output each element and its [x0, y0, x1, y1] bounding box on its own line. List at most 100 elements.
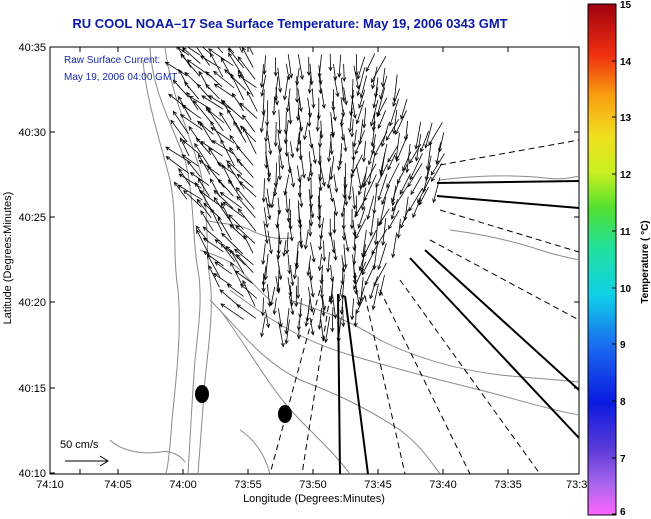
current-vector: [391, 232, 398, 259]
current-vector: [224, 69, 247, 91]
current-vector: [181, 154, 199, 167]
current-vector: [220, 303, 244, 320]
current-vector: [236, 158, 254, 179]
current-vector: [317, 308, 322, 330]
current-vector: [354, 129, 365, 155]
colorbar-label: Temperature ( °C): [640, 220, 651, 303]
current-vector: [176, 47, 192, 69]
y-axis-label: Latitude (Degrees:Minutes): [2, 192, 14, 325]
current-vector: [337, 54, 342, 78]
current-vector: [272, 297, 277, 316]
current-vector: [259, 109, 266, 133]
current-vector: [283, 119, 289, 145]
current-vector: [337, 284, 343, 304]
current-vector: [261, 178, 266, 203]
current-vector: [196, 229, 210, 256]
current-vector: [195, 137, 212, 156]
current-vector: [274, 87, 279, 106]
current-vector: [356, 67, 366, 97]
current-vector: [239, 47, 243, 53]
current-vector: [376, 97, 388, 118]
current-vector: [265, 196, 272, 221]
current-vector: [282, 76, 289, 101]
current-vector: [307, 75, 312, 94]
current-vector: [225, 245, 246, 266]
current-vector: [278, 321, 285, 348]
current-vector: [227, 47, 245, 69]
x-tick-label: 73:35: [494, 479, 522, 491]
x-tick-label: 74:05: [104, 479, 132, 491]
current-vector: [349, 208, 355, 230]
current-vector: [332, 211, 337, 235]
current-vector: [311, 88, 316, 109]
current-vector: [208, 95, 233, 111]
current-vector: [176, 47, 190, 56]
current-vector: [231, 92, 244, 112]
current-vector: [308, 219, 313, 237]
current-vector: [400, 98, 408, 120]
current-vector: [186, 160, 201, 178]
current-vector: [236, 304, 257, 319]
current-vector: [367, 145, 376, 166]
current-vector: [236, 173, 254, 189]
current-vector: [289, 264, 295, 287]
current-vector: [377, 173, 388, 201]
current-vector: [194, 142, 210, 167]
current-vector: [317, 253, 323, 272]
x-tick-label: 73:45: [364, 479, 392, 491]
current-vector: [230, 73, 245, 101]
current-vector: [221, 232, 243, 255]
current-vectors: [164, 47, 445, 348]
current-vector: [347, 174, 353, 201]
current-vector: [333, 174, 339, 193]
x-tick-label: 73:50: [299, 479, 327, 491]
current-vector: [320, 88, 326, 109]
current-vector: [277, 109, 282, 135]
current-vector: [288, 217, 294, 242]
x-tick-label: 74:00: [169, 479, 197, 491]
current-vector: [298, 140, 303, 161]
colorbar: [587, 3, 617, 516]
current-vector: [358, 250, 367, 272]
colorbar-tick-label: 6: [620, 507, 626, 518]
current-vector: [235, 225, 256, 244]
current-vector: [201, 95, 224, 110]
current-vector: [365, 53, 376, 73]
current-vector: [329, 283, 334, 305]
current-vector: [227, 179, 243, 201]
current-vector: [295, 132, 300, 153]
current-vector: [213, 189, 234, 209]
y-tick-label: 40:30: [18, 127, 46, 139]
current-vector: [319, 163, 326, 187]
current-vector: [186, 91, 199, 111]
current-vector: [307, 163, 312, 182]
current-vector: [228, 214, 244, 230]
current-vector: [366, 195, 375, 221]
current-vector: [349, 90, 354, 117]
current-vector: [195, 225, 210, 243]
current-vector: [222, 201, 245, 218]
current-vector: [333, 239, 338, 261]
current-vector: [388, 210, 400, 230]
current-vector: [370, 121, 376, 148]
current-vector: [289, 166, 296, 188]
current-vector: [286, 198, 291, 223]
current-vector: [181, 104, 202, 119]
current-vector: [353, 65, 360, 90]
current-vector: [326, 252, 331, 273]
current-vector: [369, 210, 375, 237]
current-vector: [352, 129, 357, 148]
current-vector: [220, 201, 236, 230]
current-vector: [309, 275, 315, 298]
current-vector: [333, 77, 340, 98]
current-vector: [243, 127, 257, 155]
current-vector: [225, 160, 243, 175]
current-vector: [294, 250, 300, 270]
current-vector: [198, 153, 211, 175]
current-vector: [285, 232, 290, 255]
current-vector: [311, 144, 317, 165]
x-tick-label: 73:40: [429, 479, 457, 491]
current-vector: [432, 177, 441, 204]
current-vector: [180, 53, 201, 77]
current-vector: [172, 79, 190, 98]
